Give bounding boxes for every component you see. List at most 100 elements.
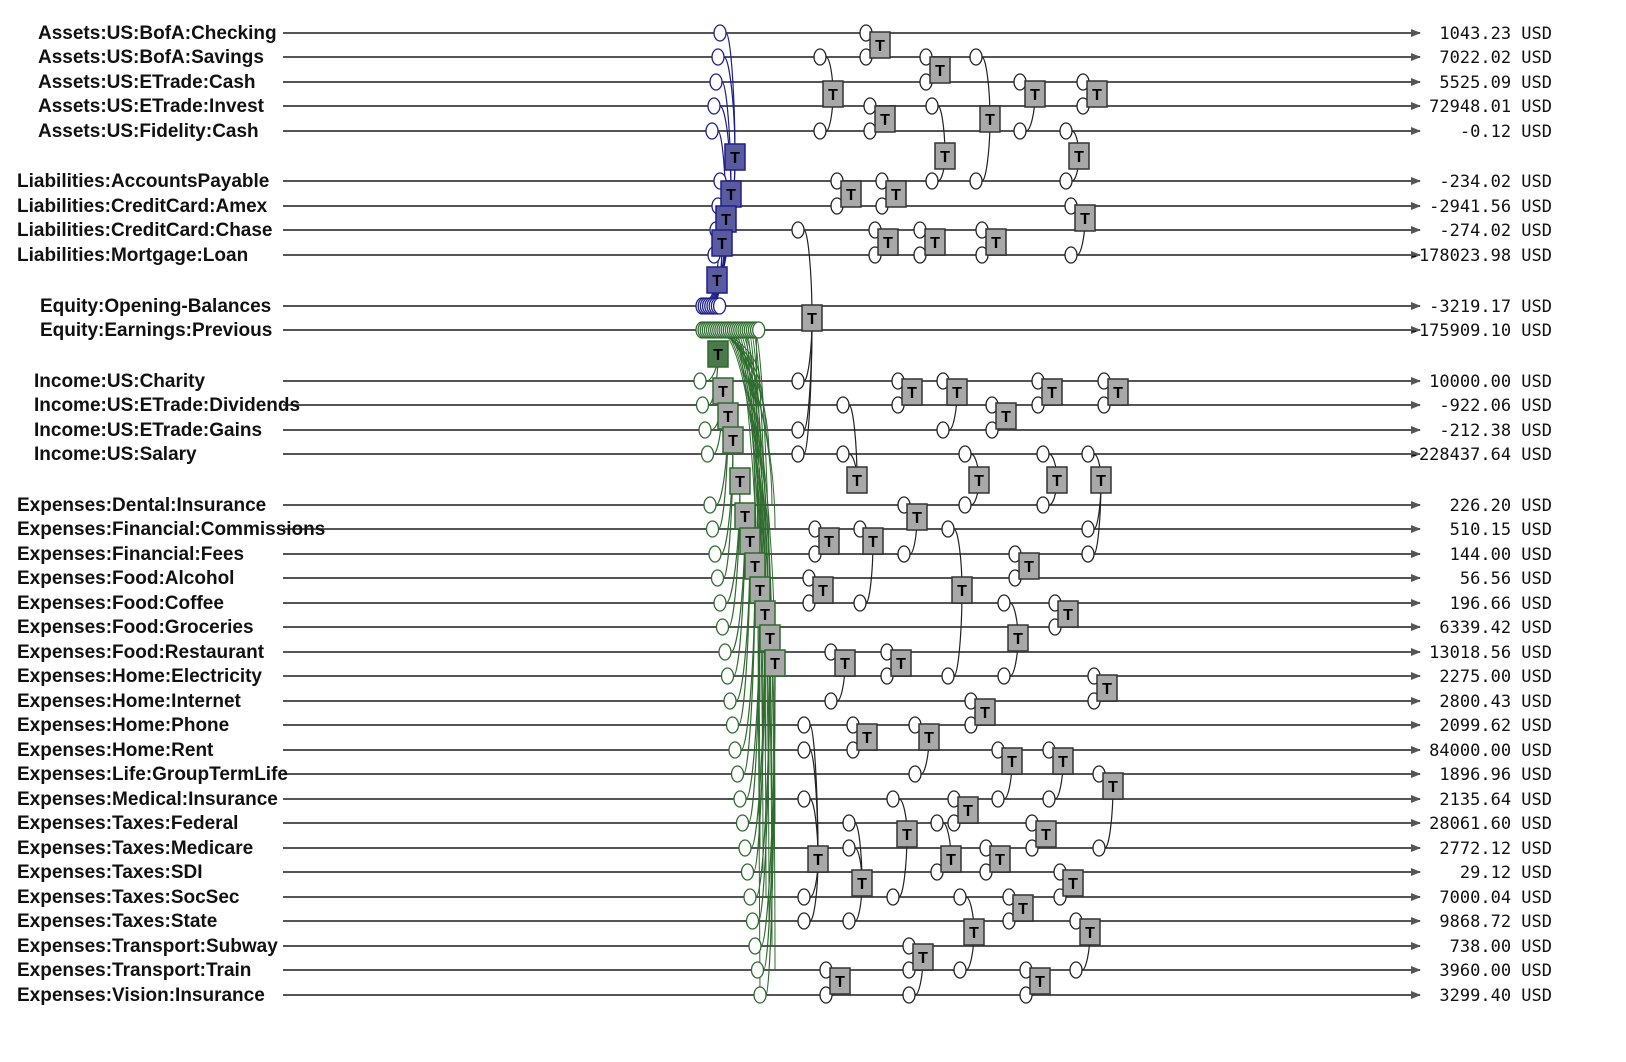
transaction-marker[interactable]: T (946, 378, 968, 406)
transaction-marker[interactable]: T (764, 649, 786, 677)
transaction-letter: T (728, 433, 738, 450)
transaction-marker[interactable]: T (989, 845, 1011, 873)
transaction-marker[interactable]: T (940, 845, 962, 873)
transaction-marker[interactable]: T (1024, 80, 1046, 108)
transaction-marker[interactable]: T (1086, 80, 1108, 108)
transaction-marker[interactable]: T (834, 649, 856, 677)
transaction-marker[interactable]: T (862, 527, 884, 555)
transaction-marker[interactable]: T (754, 600, 776, 628)
transaction-marker[interactable]: T (739, 527, 761, 555)
posting-link (747, 329, 767, 898)
transaction-marker[interactable]: T (744, 552, 766, 580)
account-balance-expenses-home-electricity: 2275.00 USD (1439, 667, 1552, 687)
transaction-marker[interactable]: T (896, 820, 918, 848)
transaction-marker[interactable]: T (706, 266, 728, 294)
transaction-marker[interactable]: T (934, 142, 956, 170)
transaction-marker[interactable]: T (717, 402, 739, 430)
transaction-marker[interactable]: T (734, 502, 756, 530)
transaction-marker[interactable]: T (1012, 894, 1034, 922)
transaction-marker[interactable]: T (715, 205, 737, 233)
transaction-marker[interactable]: T (918, 723, 940, 751)
transaction-marker[interactable]: T (985, 228, 1007, 256)
transaction-letter: T (995, 852, 1005, 869)
transaction-marker[interactable]: T (890, 649, 912, 677)
transaction-marker[interactable]: T (968, 466, 990, 494)
transaction-marker[interactable]: T (856, 723, 878, 751)
transaction-marker[interactable]: T (1001, 747, 1023, 775)
transaction-marker[interactable]: T (912, 943, 934, 971)
transaction-marker[interactable]: T (840, 180, 862, 208)
posting-node (863, 97, 877, 115)
transaction-marker[interactable]: T (979, 105, 1001, 133)
transaction-marker[interactable]: T (707, 340, 729, 368)
transaction-marker[interactable]: T (724, 143, 746, 171)
transaction-marker[interactable]: T (818, 527, 840, 555)
transaction-marker[interactable]: T (812, 576, 834, 604)
transaction-marker[interactable]: T (1018, 552, 1040, 580)
transaction-marker[interactable]: T (1079, 918, 1101, 946)
transaction-marker[interactable]: T (807, 845, 829, 873)
posting-node (1069, 961, 1083, 979)
transaction-letter: T (745, 534, 755, 551)
transaction-marker[interactable]: T (1057, 600, 1079, 628)
transaction-marker[interactable]: T (822, 80, 844, 108)
transaction-marker[interactable]: T (957, 796, 979, 824)
transaction-marker[interactable]: T (829, 967, 851, 995)
transaction-marker[interactable]: T (963, 918, 985, 946)
transaction-marker[interactable]: T (885, 180, 907, 208)
previous-earnings-posting-node (730, 765, 745, 783)
previous-earnings-posting-node (728, 741, 742, 759)
transaction-box (940, 845, 962, 873)
transaction-box (989, 845, 1011, 873)
account-label-assets-us-bofa-savings: Assets:US:BofA:Savings (38, 47, 264, 68)
transaction-marker[interactable]: T (729, 467, 751, 495)
transaction-marker[interactable]: T (801, 304, 823, 332)
transaction-marker[interactable]: T (1107, 378, 1129, 406)
transaction-marker[interactable]: T (995, 402, 1017, 430)
transaction-marker[interactable]: T (1068, 142, 1090, 170)
transaction-marker[interactable]: T (1102, 772, 1124, 800)
transaction-marker[interactable]: T (901, 378, 923, 406)
transaction-marker[interactable]: T (1062, 869, 1084, 897)
transaction-marker[interactable]: T (1041, 378, 1063, 406)
transaction-marker[interactable]: T (869, 31, 891, 59)
transaction-marker[interactable]: T (1029, 967, 1051, 995)
transaction-marker[interactable]: T (1052, 747, 1074, 775)
transaction-marker[interactable]: T (1046, 466, 1068, 494)
transaction-marker[interactable]: T (1035, 820, 1057, 848)
account-label-income-us-etrade-dividends: Income:US:ETrade:Dividends (34, 395, 300, 416)
transaction-marker[interactable]: T (929, 56, 951, 84)
transaction-letter: T (807, 311, 817, 328)
transaction-marker[interactable]: T (951, 576, 973, 604)
transaction-marker[interactable]: T (759, 624, 781, 652)
transaction-letter: T (852, 473, 862, 490)
transaction-marker[interactable]: T (974, 698, 996, 726)
posting-node (842, 839, 856, 857)
account-label-expenses-transport-subway: Expenses:Transport:Subway (17, 936, 278, 957)
transaction-marker[interactable]: T (722, 426, 744, 454)
transaction-marker[interactable]: T (720, 180, 742, 208)
transaction-marker[interactable]: T (906, 503, 928, 531)
transaction-letter: T (713, 347, 723, 364)
transaction-letter: T (840, 656, 850, 673)
account-label-expenses-medical-insurance: Expenses:Medical:Insurance (17, 789, 278, 810)
account-balance-income-us-charity: 10000.00 USD (1429, 372, 1552, 392)
transaction-marker[interactable]: T (1090, 466, 1112, 494)
transaction-marker[interactable]: T (924, 228, 946, 256)
transaction-marker[interactable]: T (1074, 204, 1096, 232)
transaction-marker[interactable]: T (851, 869, 873, 897)
account-labels-layer: Assets:US:BofA:Checking 1043.23 USD Assets… (17, 23, 1552, 1006)
transaction-marker[interactable]: T (749, 576, 771, 604)
transaction-marker[interactable]: T (877, 228, 899, 256)
transaction-marker[interactable]: T (711, 229, 733, 257)
transaction-letter: T (1080, 211, 1090, 228)
transaction-marker[interactable]: T (712, 377, 734, 405)
transaction-box (846, 466, 868, 494)
transaction-marker[interactable]: T (846, 466, 868, 494)
account-balance-assets-us-bofa-savings: 7022.02 USD (1439, 48, 1552, 68)
transaction-letter: T (1113, 385, 1123, 402)
transaction-marker[interactable]: T (1007, 624, 1029, 652)
transaction-letter: T (891, 187, 901, 204)
transaction-marker[interactable]: T (1096, 674, 1118, 702)
transaction-marker[interactable]: T (874, 105, 896, 133)
